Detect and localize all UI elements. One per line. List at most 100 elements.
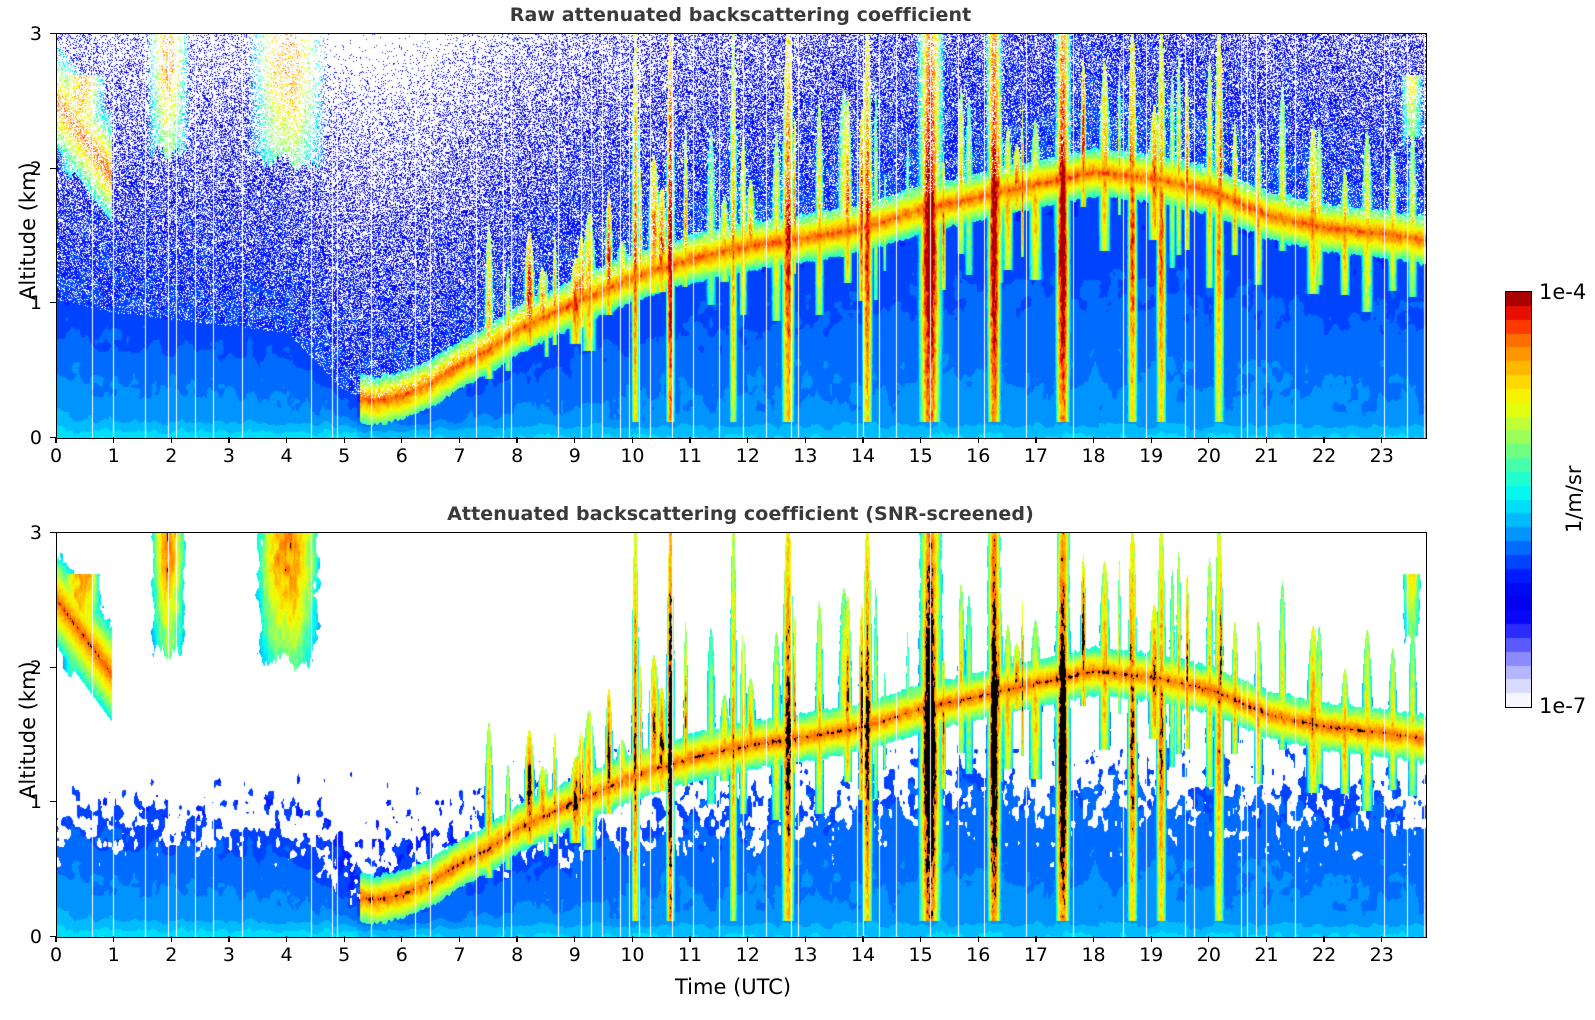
xticklabel-raw-18: 18 (1081, 445, 1106, 467)
xtick-raw-23 (1381, 437, 1383, 443)
colorbar: 1e-4 1e-7 1/m/sr (1497, 280, 1595, 720)
xticklabel-screened-18: 18 (1081, 944, 1106, 966)
xtick-raw-13 (804, 437, 806, 443)
xticklabel-raw-15: 15 (908, 445, 933, 467)
xticklabel-screened-21: 21 (1254, 944, 1279, 966)
xtick-screened-17 (1035, 936, 1037, 942)
xtick-screened-11 (689, 936, 691, 942)
heatmap-screened (56, 532, 1427, 938)
heatmap-raw (56, 33, 1427, 439)
xticklabel-screened-4: 4 (280, 944, 293, 966)
xtick-raw-4 (285, 437, 288, 443)
xtick-raw-21 (1265, 437, 1268, 443)
heatmap-raw-canvas (57, 34, 1426, 438)
xticklabel-raw-6: 6 (395, 445, 408, 467)
colorbar-max-label: 1e-4 (1539, 280, 1587, 304)
xticklabel-raw-4: 4 (280, 445, 293, 467)
xtick-raw-16 (977, 437, 979, 443)
ylabel-raw: Altitude (km) (16, 162, 40, 300)
yticklabel-scr-3: 3 (29, 522, 42, 544)
xticklabel-raw-16: 16 (966, 445, 991, 467)
xticklabel-raw-14: 14 (850, 445, 876, 467)
xtick-screened-5 (343, 936, 345, 942)
ytick-scr-2 (50, 667, 56, 669)
xtick-raw-3 (228, 437, 230, 443)
xtick-raw-18 (1092, 437, 1095, 443)
xticklabel-raw-9: 9 (568, 445, 581, 467)
xtick-screened-20 (1208, 936, 1210, 942)
xtick-screened-4 (285, 936, 288, 942)
colorbar-min-label: 1e-7 (1539, 694, 1587, 718)
xtick-raw-9 (574, 437, 576, 443)
xticklabel-screened-10: 10 (620, 944, 645, 966)
xtick-raw-20 (1208, 437, 1210, 443)
colorbar-unit-label: 1/m/sr (1562, 465, 1586, 533)
xtick-raw-7 (458, 437, 461, 443)
heatmap-screened-canvas (57, 533, 1426, 937)
xticklabel-screened-15: 15 (908, 944, 933, 966)
xtick-screened-14 (862, 936, 864, 942)
xtick-raw-11 (689, 437, 691, 443)
xticklabel-screened-6: 6 (395, 944, 408, 966)
xticklabel-raw-22: 22 (1312, 445, 1337, 467)
xticklabel-raw-0: 0 (49, 445, 63, 467)
colorbar-canvas (1506, 292, 1531, 707)
xticklabel-screened-14: 14 (850, 944, 876, 966)
yticklabel-scr-0: 0 (29, 926, 42, 948)
xtick-raw-10 (631, 437, 634, 443)
ytick-raw-3 (50, 33, 56, 35)
xlabel-screened: Time (UTC) (675, 975, 792, 999)
xticklabel-screened-13: 13 (793, 944, 818, 966)
xtick-screened-13 (804, 936, 806, 942)
xticklabel-screened-5: 5 (338, 944, 351, 966)
ylabel-screened: Altitude (km) (16, 661, 40, 799)
xticklabel-raw-3: 3 (222, 445, 235, 467)
ytick-raw-1 (50, 302, 56, 304)
xticklabel-screened-2: 2 (165, 944, 178, 966)
xtick-screened-10 (631, 936, 634, 942)
xticklabel-screened-12: 12 (735, 944, 760, 966)
ytick-scr-0 (50, 936, 56, 938)
xticklabel-raw-2: 2 (165, 445, 178, 467)
xticklabel-screened-16: 16 (966, 944, 991, 966)
xtick-raw-2 (170, 437, 172, 443)
xtick-screened-2 (170, 936, 172, 942)
xticklabel-raw-5: 5 (338, 445, 351, 467)
xticklabel-raw-20: 20 (1196, 445, 1221, 467)
yticklabel-raw-2: 2 (29, 158, 42, 180)
xticklabel-raw-21: 21 (1254, 445, 1279, 467)
xtick-screened-12 (747, 936, 749, 942)
ytick-raw-0 (50, 437, 56, 439)
xticklabel-screened-20: 20 (1196, 944, 1221, 966)
xticklabel-raw-13: 13 (793, 445, 818, 467)
xticklabel-screened-7: 7 (453, 944, 466, 966)
xticklabel-screened-17: 17 (1023, 944, 1048, 966)
ytick-scr-1 (50, 801, 56, 803)
xticklabel-raw-11: 11 (677, 445, 703, 467)
xticklabel-raw-17: 17 (1023, 445, 1048, 467)
xtick-raw-6 (401, 437, 403, 443)
xtick-raw-17 (1035, 437, 1037, 443)
xtick-raw-5 (343, 437, 345, 443)
xtick-raw-0 (55, 437, 57, 443)
yticklabel-raw-3: 3 (29, 23, 42, 45)
xtick-screened-3 (228, 936, 230, 942)
xtick-raw-19 (1150, 437, 1152, 443)
xtick-screened-8 (516, 936, 518, 942)
xticklabel-raw-1: 1 (107, 445, 120, 467)
xtick-screened-19 (1150, 936, 1152, 942)
xtick-screened-22 (1323, 936, 1325, 942)
xtick-raw-15 (919, 437, 922, 443)
xtick-screened-21 (1265, 936, 1268, 942)
xtick-raw-22 (1323, 437, 1325, 443)
xtick-screened-1 (112, 936, 115, 942)
xticklabel-screened-9: 9 (568, 944, 581, 966)
yticklabel-raw-0: 0 (29, 427, 42, 449)
ytick-scr-3 (50, 532, 56, 534)
xtick-raw-14 (862, 437, 864, 443)
xticklabel-screened-11: 11 (677, 944, 703, 966)
yticklabel-scr-1: 1 (29, 791, 42, 813)
xtick-raw-1 (112, 437, 115, 443)
xticklabel-screened-8: 8 (511, 944, 524, 966)
